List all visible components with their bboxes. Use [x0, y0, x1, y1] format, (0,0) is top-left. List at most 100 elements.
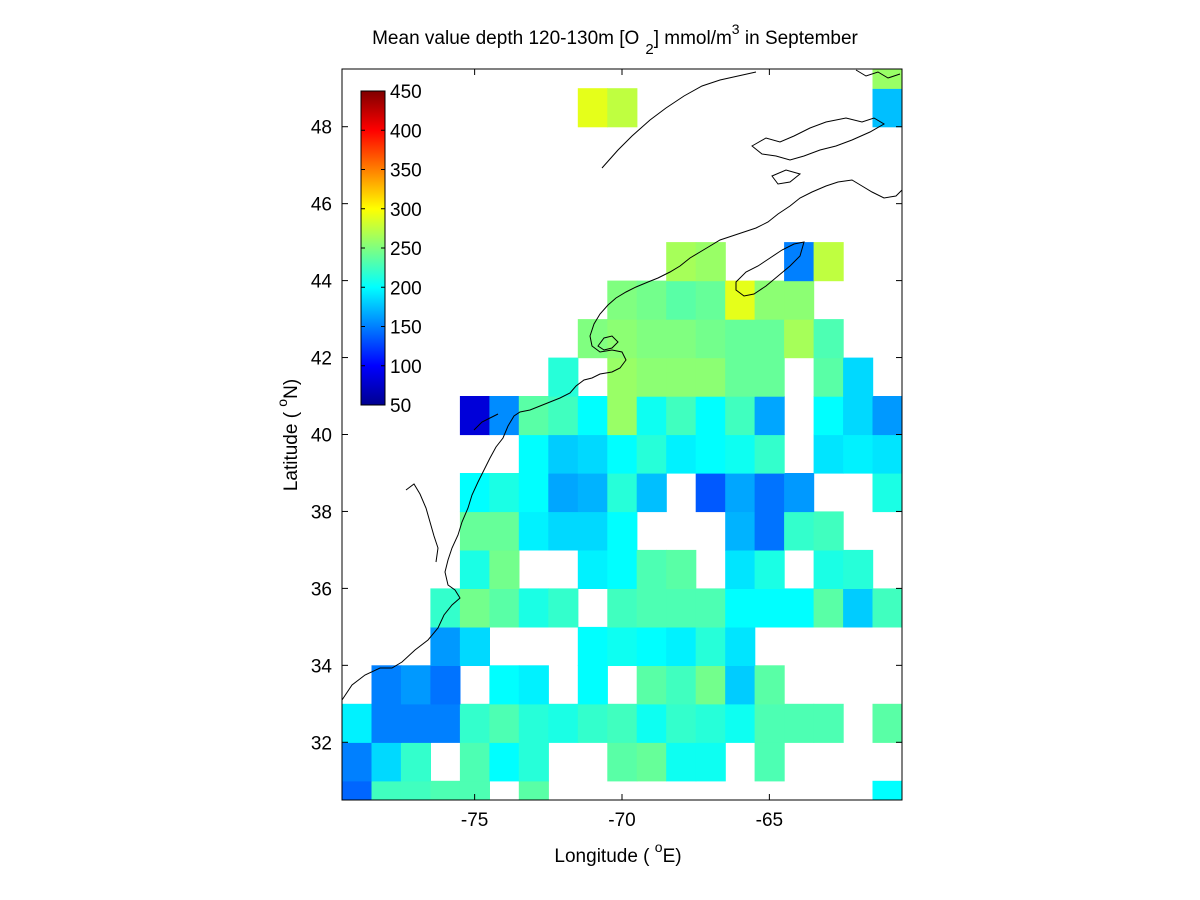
heatmap-cell — [695, 626, 726, 666]
heatmap-cell — [489, 665, 520, 705]
y-tick-label: 48 — [311, 118, 332, 139]
heatmap-cell — [754, 549, 785, 589]
heatmap-cell — [813, 396, 844, 436]
heatmap-cell — [754, 665, 785, 705]
heatmap-cell — [430, 780, 461, 800]
heatmap-cell — [666, 280, 697, 320]
heatmap-cell — [872, 396, 902, 436]
heatmap-cell — [607, 434, 638, 474]
heatmap-cell — [754, 280, 785, 320]
heatmap-cell — [636, 319, 667, 359]
heatmap-cell — [636, 665, 667, 705]
heatmap-cell — [518, 473, 549, 513]
heatmap-cell — [784, 703, 815, 743]
heatmap-cell — [548, 703, 579, 743]
heatmap-cell — [459, 549, 490, 589]
heatmap-cell — [666, 319, 697, 359]
heatmap-cell — [784, 511, 815, 551]
heatmap-cell — [548, 396, 579, 436]
heatmap-cell — [754, 742, 785, 782]
heatmap-cell — [636, 357, 667, 397]
heatmap-cell — [902, 88, 932, 127]
heatmap-cell — [577, 396, 608, 436]
heatmap-cell — [843, 588, 874, 628]
heatmap-cell — [872, 69, 902, 89]
heatmap-cell — [607, 549, 638, 589]
heatmap-cell — [695, 357, 726, 397]
heatmap-cell — [666, 665, 697, 705]
heatmap-cell — [872, 588, 902, 628]
heatmap-cell — [489, 473, 520, 513]
heatmap-cell — [607, 396, 638, 436]
heatmap-cell — [430, 703, 461, 743]
heatmap-cell — [459, 626, 490, 666]
heatmap-cell — [342, 703, 373, 743]
heatmap-cell — [577, 549, 608, 589]
heatmap-cell — [784, 588, 815, 628]
heatmap-cell — [371, 780, 402, 800]
coastline — [342, 69, 902, 701]
heatmap-cell — [459, 780, 490, 800]
heatmap-cell — [548, 588, 579, 628]
heatmap-cell — [813, 703, 844, 743]
heatmap-cell — [636, 626, 667, 666]
heatmap-cell — [725, 511, 756, 551]
colorbar-tick-label: 400 — [390, 121, 422, 142]
heatmap-cell — [695, 473, 726, 513]
heatmap-cell — [784, 319, 815, 359]
heatmap-cell — [607, 357, 638, 397]
heatmap-cell — [843, 396, 874, 436]
heatmap-cell — [725, 357, 756, 397]
heatmap-cell — [489, 703, 520, 743]
heatmap-cell — [607, 280, 638, 320]
heatmap-cell — [695, 242, 726, 282]
heatmap-cell — [459, 511, 490, 551]
heatmap-cell — [489, 742, 520, 782]
heatmap-cell — [577, 703, 608, 743]
heatmap-cell — [489, 588, 520, 628]
heatmap-cell — [813, 434, 844, 474]
colorbar-tick-label: 150 — [390, 318, 422, 339]
heatmap-cell — [872, 780, 902, 800]
colorbar-tick-label: 450 — [390, 82, 422, 103]
heatmap-cell — [518, 742, 549, 782]
heatmap-cell — [518, 780, 549, 800]
heatmap-cell — [342, 780, 373, 800]
heatmap-cell — [725, 588, 756, 628]
heatmap-cell — [371, 665, 402, 705]
heatmap-cell — [430, 626, 461, 666]
heatmap-cell — [725, 703, 756, 743]
heatmap-cell — [371, 703, 402, 743]
heatmap-cell — [813, 588, 844, 628]
heatmap-cell — [784, 242, 815, 282]
heatmap-cell — [695, 742, 726, 782]
heatmap-cell — [725, 280, 756, 320]
x-tick-label: -65 — [756, 810, 783, 831]
colorbar-tick-label: 250 — [390, 239, 422, 260]
heatmap-cell — [872, 434, 902, 474]
heatmap-cell — [636, 703, 667, 743]
heatmap-cell — [754, 396, 785, 436]
heatmap-cell — [577, 511, 608, 551]
heatmap-cell — [813, 511, 844, 551]
y-axis-label: Latitude ( oN) — [274, 379, 302, 491]
heatmap-cell — [607, 626, 638, 666]
heatmap-cell — [813, 242, 844, 282]
heatmap-cell — [725, 473, 756, 513]
heatmap-cell — [518, 511, 549, 551]
axis-ticks: -75 -70 -65 32 34 36 38 40 42 44 46 48 — [311, 69, 902, 831]
heatmap-cell — [459, 742, 490, 782]
heatmap-cell — [725, 434, 756, 474]
heatmap-cell — [754, 511, 785, 551]
heatmap-cell — [754, 703, 785, 743]
x-tick-label: -75 — [461, 810, 488, 831]
heatmap-cell — [636, 588, 667, 628]
heatmap-cell — [725, 626, 756, 666]
heatmap-cell — [518, 588, 549, 628]
heatmap-cell — [518, 396, 549, 436]
heatmap-cell — [843, 434, 874, 474]
heatmap-cell — [666, 626, 697, 666]
heatmap-cell — [548, 511, 579, 551]
heatmap-cell — [784, 280, 815, 320]
